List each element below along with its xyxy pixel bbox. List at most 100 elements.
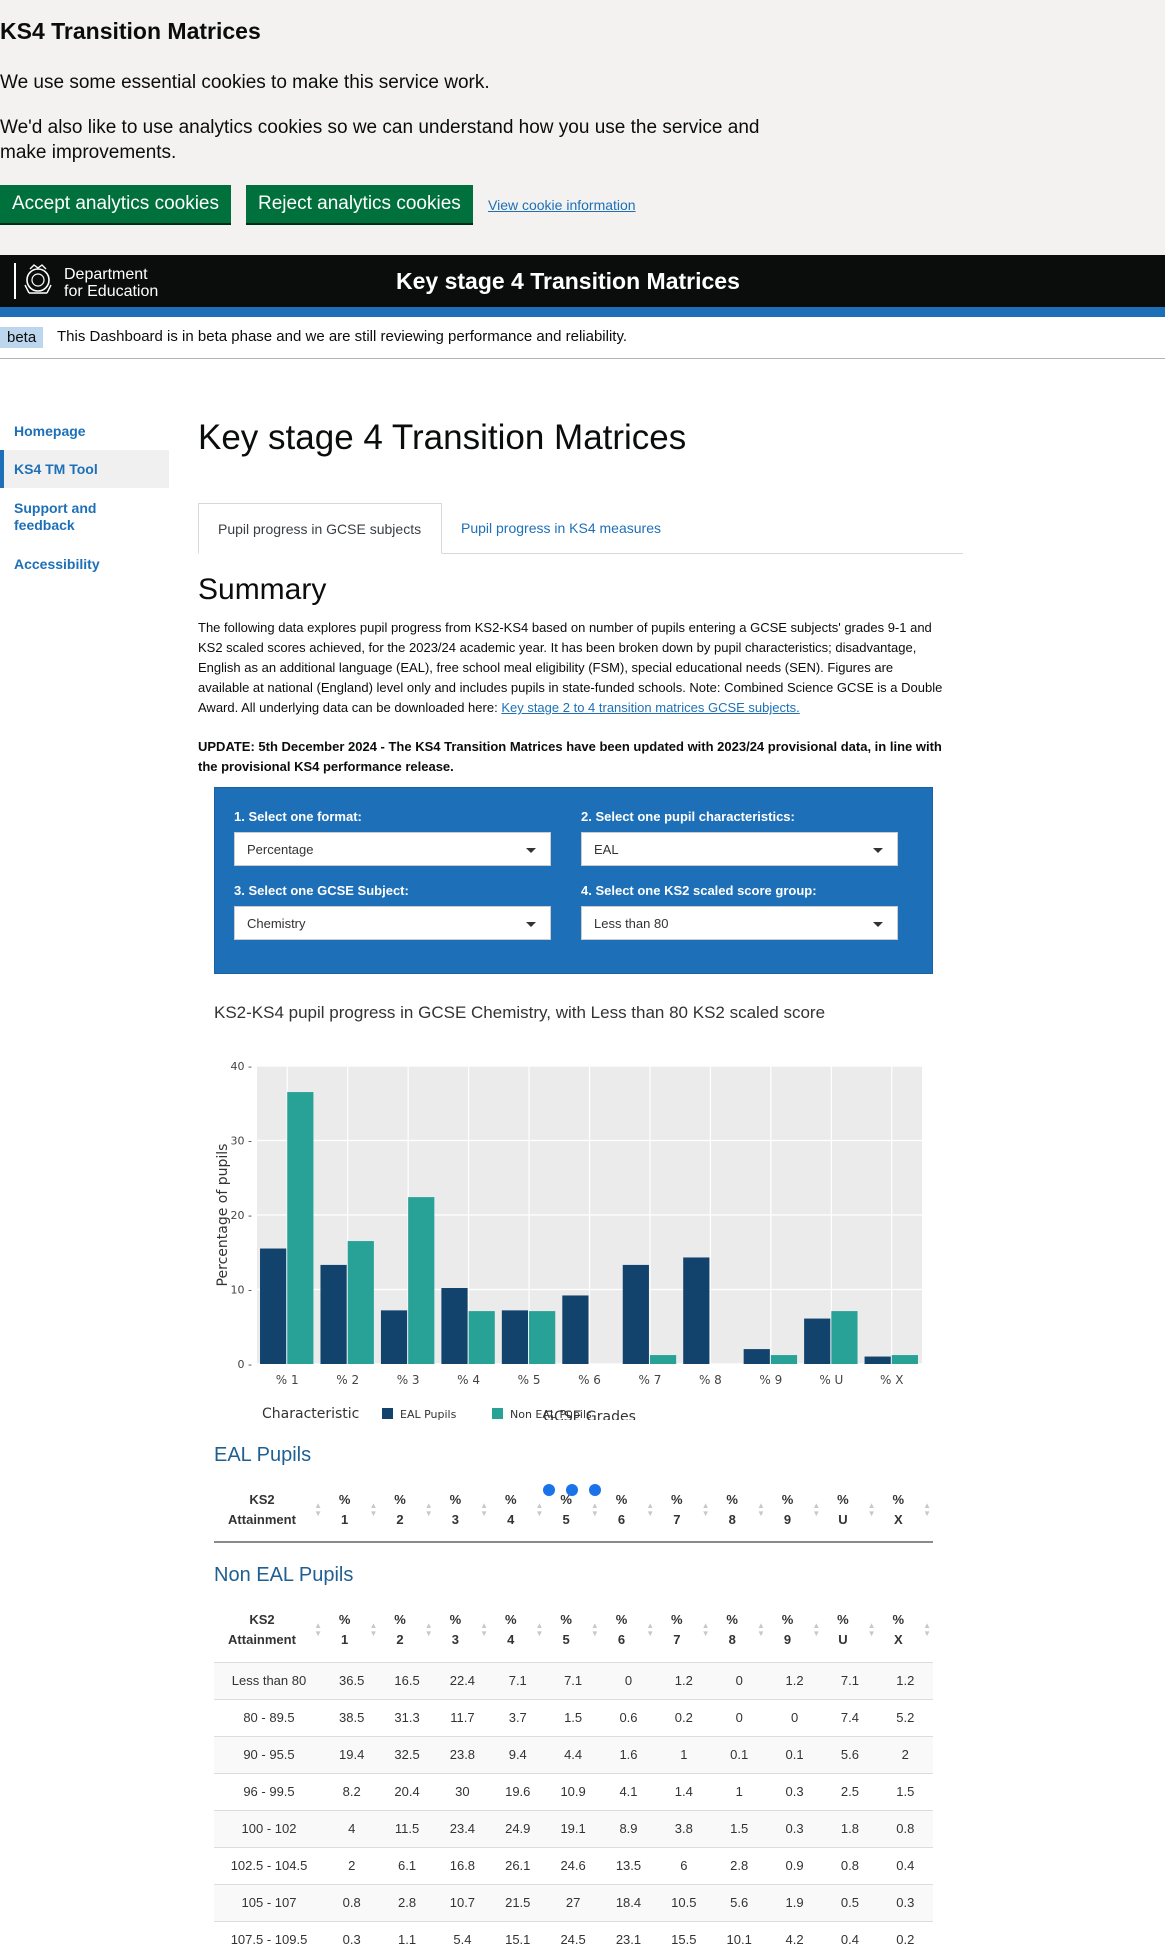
column-header[interactable]: % 6 ▲ ▼ (601, 1478, 656, 1542)
bar-non-eal-pupils-8[interactable] (770, 1355, 798, 1364)
table-cell: 16.5 (379, 1661, 435, 1699)
bar-eal-pupils-7[interactable] (683, 1257, 710, 1364)
column-header[interactable]: % 2 ▲ ▼ (379, 1598, 434, 1662)
page-title: Key stage 4 Transition Matrices (198, 418, 687, 457)
legend: EAL Pupils Non EAL Pupils (382, 1408, 592, 1420)
bar-non-eal-pupils-1[interactable] (347, 1241, 374, 1364)
column-header[interactable]: % 3 ▲ ▼ (435, 1478, 490, 1542)
column-header[interactable]: % 1 ▲ ▼ (324, 1598, 379, 1662)
table-cell: 4.1 (600, 1772, 657, 1810)
table-row: 107.5 - 109.5 0.3 1.1 5.4 15.1 24.5 23.1 15.5 10… (214, 1920, 933, 1958)
table-cell: 5.4 (434, 1920, 491, 1958)
view-cookie-info-link[interactable]: View cookie information (488, 197, 636, 213)
column-header[interactable]: % U ▲ ▼ (822, 1478, 877, 1542)
table-cell: 31.3 (379, 1698, 435, 1736)
bar-eal-pupils-6[interactable] (622, 1264, 649, 1364)
y-axis-label: Percentage of pupils (215, 1144, 231, 1287)
bar-eal-pupils-0[interactable] (260, 1248, 287, 1364)
subject-select[interactable]: Chemistry (234, 906, 551, 940)
y-tick-label: 0 - (238, 1358, 252, 1371)
ks2-group-select[interactable]: Less than 80 (581, 906, 898, 940)
table-cell: 13.5 (600, 1846, 657, 1884)
bar-non-eal-pupils-9[interactable] (831, 1311, 858, 1364)
tab-ks4-measures[interactable]: Pupil progress in KS4 measures (461, 520, 661, 536)
legend-swatch[interactable] (492, 1408, 503, 1419)
nav-item-accessibility[interactable]: Accessibility (14, 556, 100, 572)
legend-label[interactable]: EAL Pupils (400, 1408, 457, 1420)
column-header[interactable]: % X ▲ ▼ (878, 1598, 933, 1662)
table-cell: 4.2 (766, 1920, 823, 1958)
column-header[interactable]: % 7 ▲ ▼ (656, 1598, 711, 1662)
column-header[interactable]: % X ▲ ▼ (878, 1478, 933, 1542)
bar-eal-pupils-2[interactable] (380, 1310, 408, 1364)
column-header[interactable]: % 4 ▲ ▼ (490, 1478, 545, 1542)
x-tick-label: % 6 (578, 1373, 601, 1387)
bar-non-eal-pupils-3[interactable] (468, 1311, 495, 1364)
column-header-label: % X (892, 1611, 905, 1647)
legend-label[interactable]: Non EAL Pupils (510, 1408, 592, 1420)
sort-arrows-icon: ▲ ▼ (646, 1501, 655, 1518)
bar-eal-pupils-3[interactable] (441, 1288, 468, 1364)
table-cell: 1.5 (877, 1772, 933, 1810)
bar-eal-pupils-4[interactable] (501, 1310, 529, 1364)
bar-eal-pupils-1[interactable] (320, 1264, 347, 1364)
table-cell: 0.9 (766, 1846, 823, 1884)
loading-dots (543, 1484, 603, 1498)
non-eal-table-wrap: KS2 Attainment ▲ ▼ % 1 ▲ ▼ % 2 ▲ ▼ % 3 ▲ ▼ % 4 ▲ ▼ % 5 ▲… (214, 1598, 933, 1958)
table-cell: 0.3 (766, 1809, 823, 1847)
sort-arrows-icon: ▲ ▼ (369, 1501, 378, 1518)
x-tick-label: % 1 (276, 1373, 299, 1387)
column-header[interactable]: % U ▲ ▼ (822, 1598, 877, 1662)
table-row: 100 - 102 4 11.5 23.4 24.9 19.1 8.9 3.8 1.5 0.3 1.… (214, 1809, 933, 1847)
dfe-logo[interactable]: Department for Education (14, 261, 174, 301)
download-data-link[interactable]: Key stage 2 to 4 transition matrices GCS… (501, 700, 800, 715)
column-header[interactable]: % 9 ▲ ▼ (767, 1478, 822, 1542)
bar-eal-pupils-9[interactable] (804, 1318, 831, 1364)
bar-non-eal-pupils-0[interactable] (287, 1092, 314, 1364)
column-header[interactable]: % 8 ▲ ▼ (712, 1478, 767, 1542)
tab-gcse-subjects[interactable]: Pupil progress in GCSE subjects (198, 503, 442, 554)
table-cell: 1.2 (656, 1661, 712, 1699)
bar-non-eal-pupils-10[interactable] (891, 1355, 918, 1364)
column-header[interactable]: % 5 ▲ ▼ (545, 1478, 600, 1542)
column-header[interactable]: KS2 Attainment ▲ ▼ (214, 1598, 324, 1662)
accept-cookies-button[interactable]: Accept analytics cookies (0, 185, 231, 225)
sort-arrows-icon: ▲ ▼ (756, 1501, 765, 1518)
column-header[interactable]: % 7 ▲ ▼ (656, 1478, 711, 1542)
table-cell: 0.1 (711, 1735, 767, 1773)
column-header[interactable]: % 1 ▲ ▼ (324, 1478, 379, 1542)
column-header[interactable]: KS2 Attainment ▲ ▼ (214, 1478, 324, 1542)
eal-table: KS2 Attainment ▲ ▼ % 1 ▲ ▼ % 2 ▲ ▼ % 3 ▲ ▼ % 4 ▲ ▼ % 5 ▲… (214, 1478, 933, 1543)
bar-non-eal-pupils-2[interactable] (408, 1197, 435, 1364)
format-select[interactable]: Percentage (234, 832, 551, 866)
table-cell: 0.6 (600, 1698, 657, 1736)
bar-eal-pupils-5[interactable] (562, 1295, 589, 1364)
table-cell: 107.5 - 109.5 (214, 1920, 324, 1958)
characteristic-select[interactable]: EAL (581, 832, 898, 866)
table-cell: 26.1 (490, 1846, 546, 1884)
table-cell: 11.5 (379, 1809, 435, 1847)
table-cell: 0 (711, 1698, 767, 1736)
column-header[interactable]: % 2 ▲ ▼ (379, 1478, 434, 1542)
nav-item-support-feedback[interactable]: Support and feedback (14, 500, 97, 533)
sort-arrows-icon: ▲ ▼ (424, 1621, 433, 1638)
legend-swatch[interactable] (382, 1408, 393, 1419)
nav-item-ks4-tm-tool[interactable]: KS4 TM Tool (0, 450, 169, 488)
bar-eal-pupils-10[interactable] (864, 1356, 891, 1364)
nav-item-homepage[interactable]: Homepage (14, 423, 86, 439)
column-header[interactable]: % 4 ▲ ▼ (490, 1598, 545, 1662)
table-cell: 0.8 (324, 1883, 380, 1921)
column-header[interactable]: % 5 ▲ ▼ (545, 1598, 600, 1662)
bar-non-eal-pupils-4[interactable] (529, 1311, 556, 1364)
bar-eal-pupils-8[interactable] (743, 1349, 770, 1364)
table-cell: 5.2 (877, 1698, 933, 1736)
reject-cookies-button[interactable]: Reject analytics cookies (246, 185, 473, 225)
table-cell: 0.3 (766, 1772, 823, 1810)
column-header[interactable]: % 9 ▲ ▼ (767, 1598, 822, 1662)
sort-arrows-icon: ▲ ▼ (590, 1501, 599, 1518)
column-header[interactable]: % 8 ▲ ▼ (712, 1598, 767, 1662)
column-header[interactable]: % 6 ▲ ▼ (601, 1598, 656, 1662)
column-header[interactable]: % 3 ▲ ▼ (435, 1598, 490, 1662)
bar-non-eal-pupils-6[interactable] (649, 1355, 677, 1364)
legend-title: Characteristic (262, 1406, 359, 1420)
